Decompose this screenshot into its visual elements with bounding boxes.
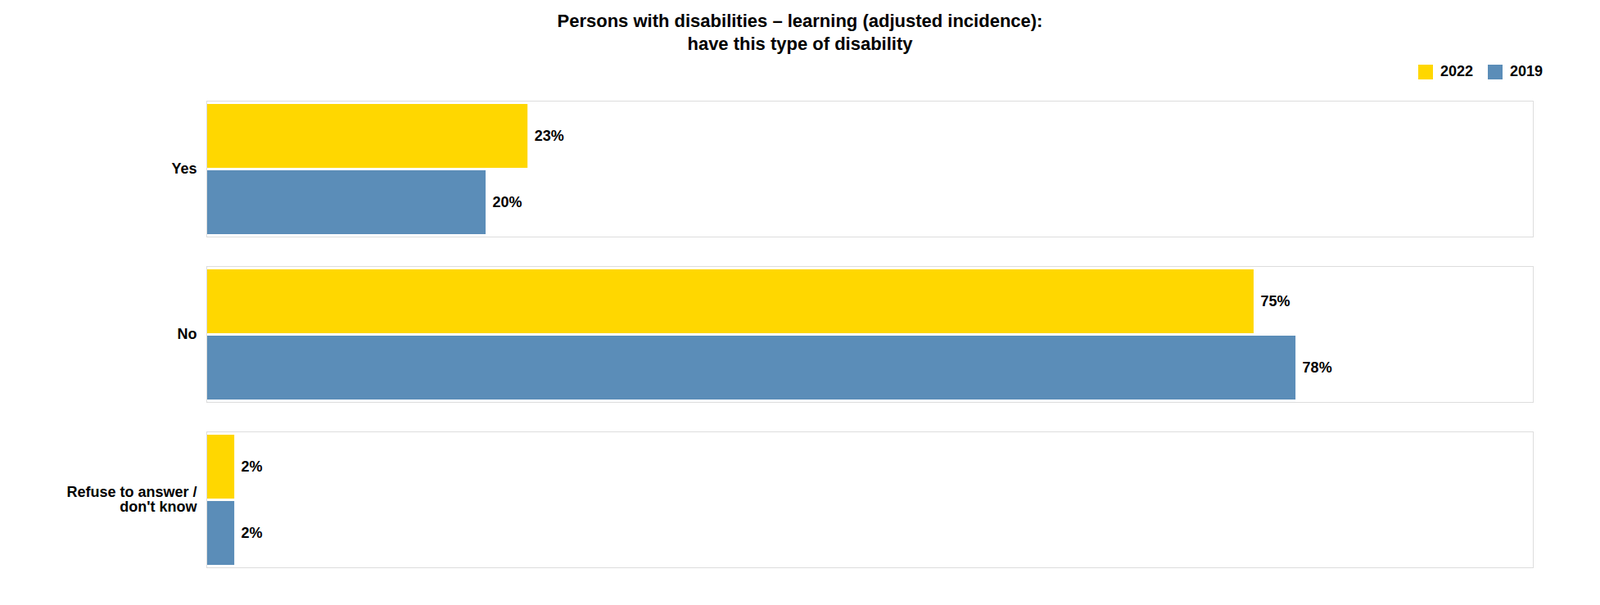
svg-text:2%: 2% <box>241 458 263 475</box>
svg-text:Refuse to answer /don't know: Refuse to answer /don't know <box>66 483 198 516</box>
svg-text:No: No <box>177 325 198 343</box>
html-text:2022: 2022 <box>1440 63 1474 80</box>
svg-text:2%: 2% <box>241 524 263 542</box>
html-text:Persons with disabilities – le: Persons with disabilities – learning (ad… <box>557 10 1043 54</box>
svg-text:75%: 75% <box>1260 293 1290 310</box>
svg-text:20%: 20% <box>492 194 523 211</box>
svg-text:78%: 78% <box>1302 359 1333 376</box>
svg-text:Yes: Yes <box>171 160 197 177</box>
html-text:2019: 2019 <box>1509 63 1543 80</box>
svg-text:23%: 23% <box>534 127 565 145</box>
